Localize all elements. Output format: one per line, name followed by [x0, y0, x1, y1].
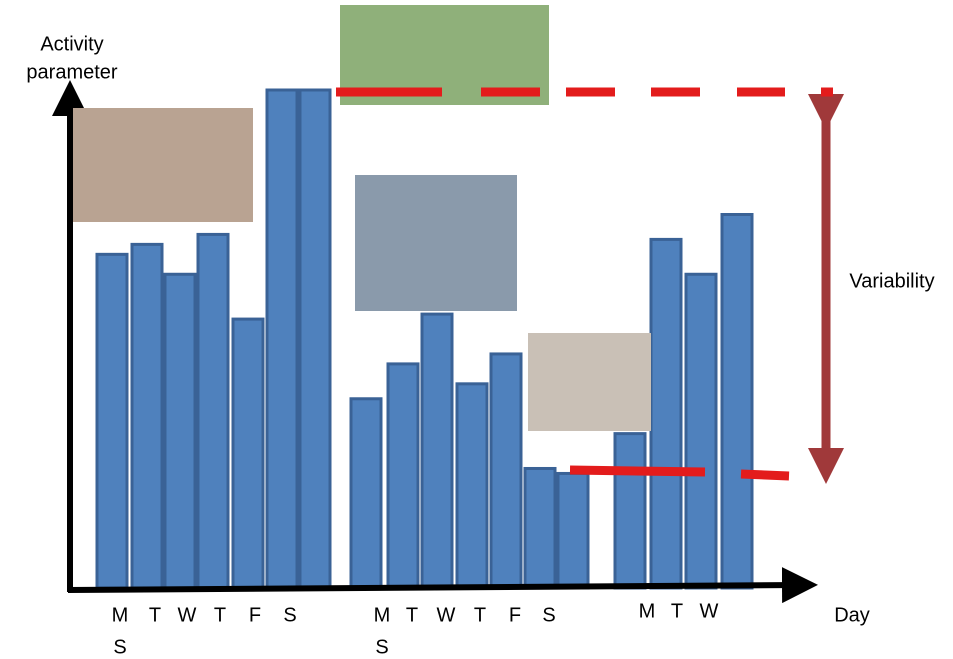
x-tick-label: F [509, 604, 521, 626]
bar [351, 399, 381, 588]
bar [132, 244, 162, 588]
x-tick-label: S [283, 604, 296, 626]
x-tick-label: W [437, 604, 456, 626]
x-tick-label: W [700, 600, 719, 622]
x-tick-label: S [113, 636, 126, 658]
x-tick-label: S [542, 604, 555, 626]
bar [722, 215, 752, 589]
bar [615, 434, 645, 588]
bar [388, 364, 418, 588]
bar [165, 274, 195, 588]
x-tick-label: F [249, 604, 261, 626]
x-tick-label: T [671, 600, 683, 622]
photo-tv [528, 333, 651, 431]
bar [491, 354, 521, 588]
x-tick-label: T [214, 604, 226, 626]
x-tick-label: T [149, 604, 161, 626]
photo-car [355, 175, 517, 311]
bar [422, 314, 452, 588]
bar [267, 90, 297, 588]
bar [525, 468, 555, 588]
x-tick-label: T [406, 604, 418, 626]
bar [97, 254, 127, 588]
chart: Activity parameter Day Variability MTWTF… [0, 0, 953, 659]
bar [198, 234, 228, 588]
bar [558, 473, 588, 588]
min-line [570, 470, 789, 476]
y-axis-label: parameter [26, 61, 117, 83]
annotation: Variability [849, 270, 934, 292]
x-tick-label: T [474, 604, 486, 626]
x-tick-label: M [374, 604, 391, 626]
bar [651, 239, 681, 588]
bar [233, 319, 263, 588]
bar [457, 384, 487, 588]
x-tick-label: M [639, 600, 656, 622]
x-tick-label: W [178, 604, 197, 626]
bar [300, 90, 330, 588]
x-tick-label: S [375, 636, 388, 658]
photo-runners [73, 108, 253, 222]
x-axis-label: Day [834, 604, 870, 626]
x-tick-label: M [112, 604, 129, 626]
bar [686, 274, 716, 588]
y-axis-label: Activity [40, 33, 103, 55]
